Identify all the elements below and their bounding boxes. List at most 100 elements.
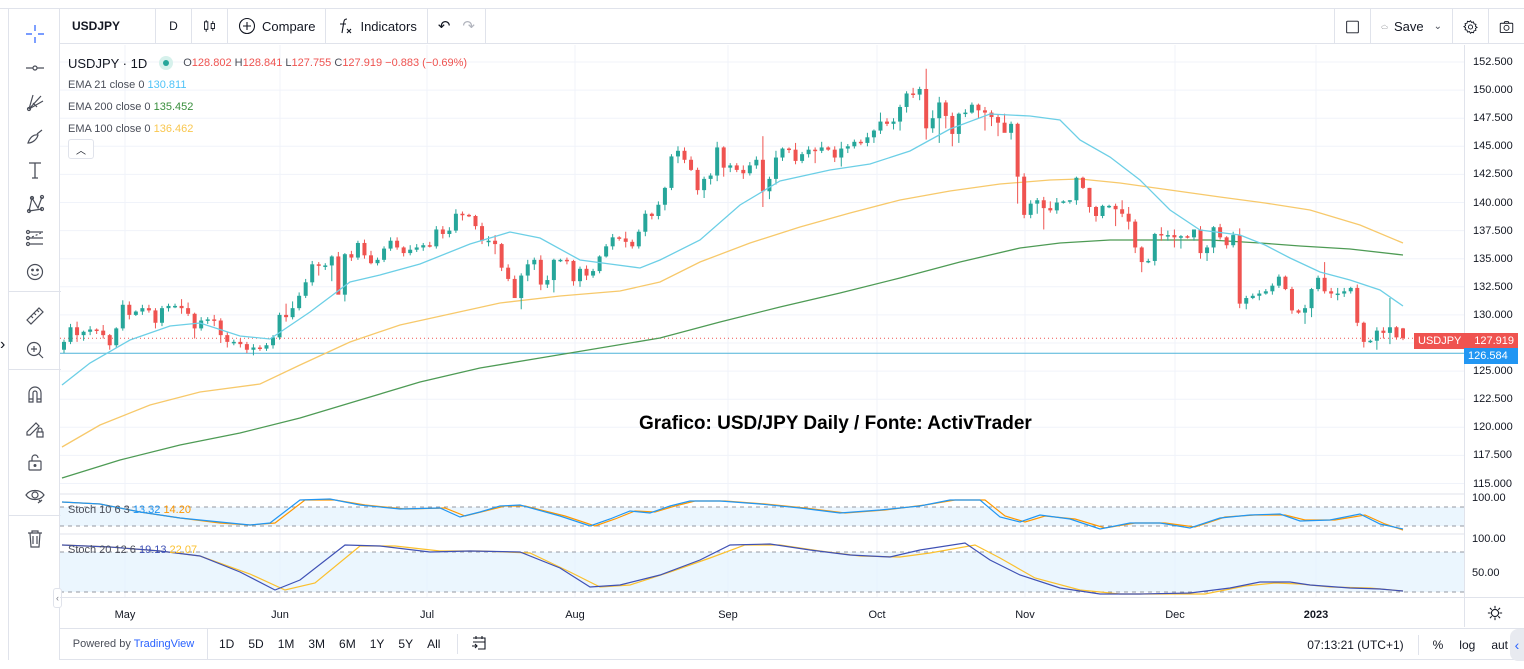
candle-down (362, 242, 367, 256)
study-legend-ema100[interactable]: EMA 100 close 0 136.462 (68, 118, 467, 140)
candle-up (1250, 295, 1255, 299)
candle-down (832, 149, 837, 158)
study-legend-ema21[interactable]: EMA 21 close 0 130.811 (68, 74, 467, 96)
lock-all-tool[interactable] (9, 446, 61, 478)
price-chart-canvas[interactable] (60, 45, 1464, 597)
remove-drawings-tool[interactable] (9, 523, 61, 555)
candle-up (205, 319, 210, 321)
candle-down (760, 159, 765, 192)
candle-up (1244, 298, 1249, 304)
price-tick-label: 152.500 (1473, 56, 1513, 68)
redo-icon[interactable]: ↷ (462, 18, 475, 35)
auto-scale-toggle[interactable]: aut (1491, 638, 1508, 652)
fullscreen-button[interactable] (1334, 9, 1370, 44)
plus-circle-icon (238, 17, 256, 35)
candle-down (101, 330, 106, 336)
eye-icon (25, 489, 45, 504)
candle-up (120, 304, 125, 329)
range-button-all[interactable]: All (427, 637, 441, 651)
hide-drawings-tool[interactable] (9, 480, 61, 512)
lock-drawings-tool[interactable] (9, 412, 61, 444)
brush-tool[interactable] (9, 120, 61, 152)
price-tick-label: 137.500 (1473, 224, 1513, 237)
candle-down (225, 335, 230, 342)
camera-icon (1499, 20, 1514, 33)
candle-up (969, 104, 974, 113)
stoch-k-value: 19.13 (138, 544, 167, 556)
fork-icon (26, 94, 44, 112)
range-button-3m[interactable]: 3M (308, 637, 326, 651)
axis-settings-button[interactable] (1464, 597, 1524, 627)
stoch-slow-legend[interactable]: Stoch 20 12 6 19.13 22.07 (68, 544, 197, 556)
range-button-5y[interactable]: 5Y (398, 637, 414, 651)
price-tick-label: 140.000 (1473, 196, 1513, 209)
candle-down (617, 237, 622, 239)
prediction-tool[interactable] (9, 222, 61, 254)
last-price-badge: USDJPY 127.919 (1414, 333, 1518, 349)
text-tool[interactable] (9, 154, 61, 186)
range-button-1y[interactable]: 1Y (369, 637, 385, 651)
goto-date-button[interactable] (470, 634, 488, 655)
candle-down (493, 240, 498, 245)
compare-button[interactable]: Compare (228, 8, 327, 44)
scroll-left-handle[interactable]: ‹ (53, 588, 62, 608)
price-axis[interactable]: 152.500 150.000 147.500 145.000 142.500 140.0… (1464, 45, 1524, 597)
candle-down (623, 238, 628, 242)
candle-up (800, 154, 805, 161)
symbol-search-button[interactable]: USDJPY (60, 8, 156, 44)
collapse-legend-button[interactable]: ︿ (68, 139, 94, 159)
interval-button[interactable]: D (156, 8, 192, 44)
save-button[interactable]: Save ⌄ (1370, 9, 1452, 44)
candle-up (1342, 291, 1347, 294)
price-tick-label: 132.500 (1473, 280, 1513, 293)
settings-button[interactable] (1452, 9, 1488, 44)
range-button-1m[interactable]: 1M (277, 637, 295, 651)
candle-up (1061, 201, 1066, 203)
icon-tool[interactable] (9, 256, 61, 288)
candle-up (114, 328, 119, 346)
time-axis[interactable]: May Jun Jul Aug Sep Oct Nov Dec 2023 (60, 597, 1464, 627)
log-scale-toggle[interactable]: log (1459, 638, 1476, 652)
collapse-panel-chevron-icon[interactable]: ‹ (1510, 629, 1524, 661)
candle-down (584, 268, 589, 276)
powered-by[interactable]: Powered by TradingView (60, 628, 208, 660)
candle-down (1322, 277, 1327, 292)
candle-down (996, 117, 1001, 123)
candle-down (1289, 289, 1294, 311)
percent-scale-toggle[interactable]: % (1432, 638, 1444, 652)
candle-up (1165, 235, 1170, 237)
candle-down (1022, 176, 1027, 215)
candle-down (1139, 247, 1144, 263)
undo-redo-group: ↶ ↷ (428, 8, 486, 44)
range-button-5d[interactable]: 5D (248, 637, 264, 651)
candle-down (336, 256, 341, 295)
crosshair-tool[interactable] (9, 18, 61, 50)
tradingview-link[interactable]: TradingView (133, 638, 195, 650)
range-button-1d[interactable]: 1D (219, 637, 235, 651)
chevron-down-icon[interactable]: ⌄ (1433, 21, 1442, 32)
candle-down (950, 115, 955, 134)
pattern-tool[interactable] (9, 188, 61, 220)
indicators-button[interactable]: Indicators (326, 8, 428, 44)
zoom-in-tool[interactable] (9, 334, 61, 366)
candle-up (231, 341, 236, 344)
candle-up (728, 165, 733, 168)
candle-up (375, 259, 380, 264)
candle-down (1355, 287, 1360, 323)
undo-icon[interactable]: ↶ (437, 18, 451, 35)
candle-up (447, 230, 452, 234)
study-legend-ema200[interactable]: EMA 200 close 0 135.452 (68, 96, 467, 118)
magnet-tool[interactable] (9, 378, 61, 410)
chart-type-button[interactable] (192, 8, 228, 44)
expand-toolbar-chevron-icon[interactable]: › (0, 336, 6, 353)
gann-fib-tool[interactable] (9, 86, 61, 118)
candle-up (355, 242, 360, 258)
candle-up (839, 148, 844, 158)
measure-tool[interactable] (9, 300, 61, 332)
trend-line-tool[interactable] (9, 52, 61, 84)
snapshot-button[interactable] (1488, 9, 1524, 44)
range-button-6m[interactable]: 6M (339, 637, 356, 651)
candle-up (323, 265, 328, 267)
stoch-fast-legend[interactable]: Stoch 10 6 3 13.32 14.20 (68, 504, 191, 516)
stoch-fast-axis-label: 100.00 (1472, 492, 1506, 504)
